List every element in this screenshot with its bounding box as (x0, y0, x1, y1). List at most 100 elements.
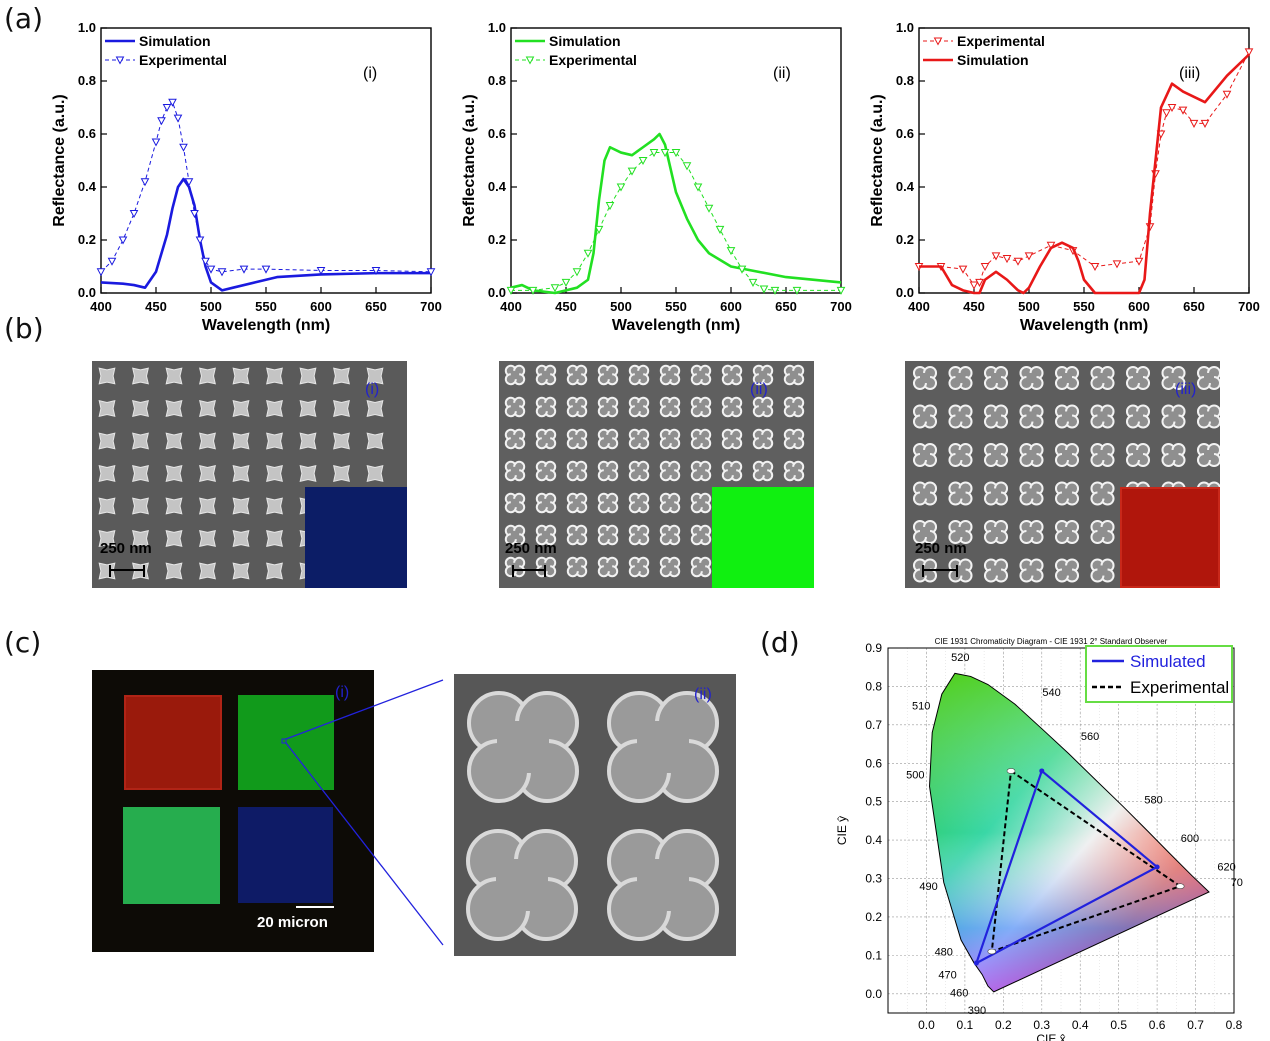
y-tick-label: 0.8 (865, 679, 882, 693)
nanostructure-core (1097, 411, 1108, 422)
nanostructure (366, 367, 384, 385)
x-axis-label: Wavelength (nm) (202, 317, 330, 334)
data-point-triangle (638, 157, 648, 166)
nanostructure-core (1132, 449, 1144, 461)
nanostructure (132, 367, 149, 385)
nanostructure (948, 519, 973, 545)
series-line-simulation (100, 177, 431, 292)
nanostructure-core (1026, 526, 1037, 538)
data-point-triangle (704, 204, 714, 213)
nanostructure-core (1026, 411, 1037, 422)
nanostructure (983, 404, 1009, 429)
nanostructure (535, 460, 557, 482)
nanostructure (1054, 365, 1080, 391)
y-tick-label: 0.6 (488, 126, 506, 141)
data-point-triangle (107, 257, 117, 266)
nanostructure (504, 524, 526, 546)
nanostructure (132, 465, 149, 482)
nanostructure (266, 530, 283, 547)
nanostructure-core (541, 562, 551, 572)
square-green-bottom (123, 807, 220, 904)
nanostructure (690, 492, 712, 514)
data-point-triangle (616, 183, 626, 192)
nanostructure (333, 400, 350, 417)
y-tick-label: 0.5 (865, 795, 882, 809)
data-point-triangle (371, 266, 381, 276)
nanostructure (912, 404, 938, 429)
data-point-triangle (528, 286, 538, 295)
nanostructure-core (634, 402, 644, 412)
zoomed-nanostructure (466, 829, 578, 941)
nanostructure-core (634, 562, 644, 572)
data-point-triangle (572, 268, 582, 277)
nanostructure (566, 556, 588, 578)
square-red (124, 695, 222, 790)
nanostructure (1196, 442, 1220, 468)
nanostructure (1090, 519, 1115, 545)
nanostructure-core (1132, 372, 1144, 384)
optical-micrograph: (i) 20 micron (92, 670, 374, 952)
experimental-triangle (990, 770, 1183, 953)
nanostructure (266, 367, 283, 385)
data-point-triangle (184, 178, 194, 187)
data-point-triangle (173, 114, 183, 123)
nanostructure-core (1097, 488, 1108, 499)
nanostructure (333, 432, 350, 450)
data-point-triangle (1244, 48, 1254, 57)
nanostructure (1161, 442, 1186, 468)
nanostructure-core (510, 562, 520, 572)
nanostructure-core (919, 449, 931, 461)
nanostructure (628, 556, 650, 578)
nanostructure (659, 556, 681, 578)
sem-roman-label: (ii) (750, 381, 768, 398)
nanostructure (690, 396, 712, 418)
series-line-simulation (919, 53, 1250, 295)
nanostructure-core (1203, 449, 1215, 461)
spectral-locus (929, 672, 1210, 993)
nanostructure-core (990, 411, 1002, 422)
nanostructure (535, 492, 557, 514)
nanostructure (1054, 558, 1080, 583)
zoomed-sem-image: (ii) (454, 674, 736, 956)
data-point-triangle (991, 252, 1001, 261)
nanostructure-core (990, 372, 1002, 384)
experimental-vertex (1006, 768, 1016, 774)
nanostructure-core (572, 402, 582, 412)
nanostructure (366, 400, 384, 417)
nanostructure (1125, 365, 1151, 391)
x-tick-label: 0.4 (1072, 1018, 1089, 1032)
x-tick-label: 450 (145, 299, 167, 314)
x-axis-label: Wavelength (nm) (1020, 317, 1148, 334)
nanostructure (132, 432, 149, 450)
reflectance-plot-ii: 400 450 500 550 600 650 700 0.0 0.2 0.4 0.6 0.8 1.0 W… (461, 20, 852, 334)
nanostructure (597, 524, 619, 546)
scale-bar-label: 250 nm (505, 540, 557, 557)
nanostructure (983, 442, 1009, 468)
y-tick-label: 0.2 (488, 232, 506, 247)
x-tick-label: 600 (720, 299, 742, 314)
wavelength-label: 600 (1181, 833, 1199, 845)
nanostructure-core (1132, 411, 1144, 422)
data-point-triangle (426, 268, 436, 277)
nanostructure (1161, 365, 1186, 391)
nanostructure (1196, 404, 1220, 429)
x-tick-label: 650 (365, 299, 387, 314)
y-tick-label: 0.0 (896, 285, 914, 300)
nanostructure-array (98, 367, 384, 580)
nanostructure-core (634, 466, 644, 476)
data-point-triangle (682, 162, 692, 171)
data-point-triangle (715, 225, 725, 234)
nanostructure-core (634, 370, 644, 380)
x-tick-label: 0.7 (1187, 1018, 1204, 1032)
nanostructure-core (1097, 372, 1108, 384)
data-point-triangle (201, 257, 210, 266)
x-tick-label: 650 (1183, 299, 1205, 314)
nanostructure (783, 428, 805, 450)
nanostructure (566, 492, 588, 514)
y-tick-label: 1.0 (78, 20, 96, 35)
wavelength-label: 490 (919, 881, 937, 893)
nanostructure (659, 492, 681, 514)
nanostructure-core (1168, 372, 1179, 384)
nanostructure (132, 400, 149, 417)
nanostructure-core (758, 402, 768, 412)
